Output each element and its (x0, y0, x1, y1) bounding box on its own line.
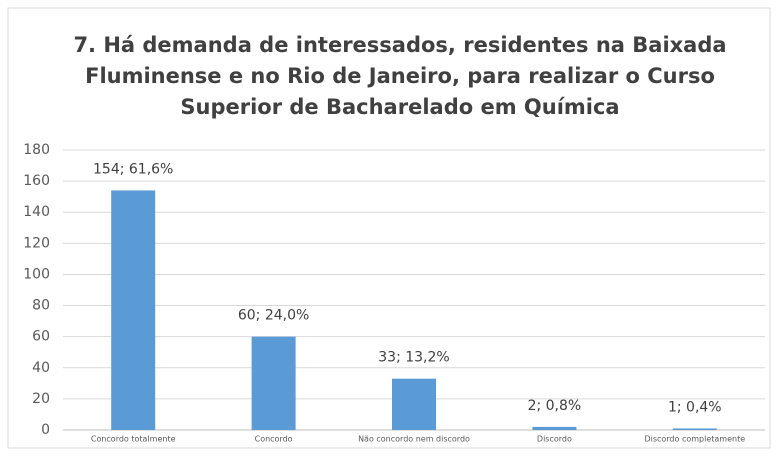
x-tick-label: Não concordo nem discordo (358, 435, 470, 444)
bar (251, 336, 296, 430)
chart-title: Fluminense e no Rio de Janeiro, para rea… (85, 64, 715, 88)
bar (672, 428, 717, 430)
y-tick-label: 60 (32, 329, 50, 345)
y-tick-label: 0 (41, 422, 50, 438)
bar (111, 190, 156, 430)
y-tick-label: 160 (23, 173, 50, 189)
y-tick-label: 140 (23, 204, 50, 220)
x-tick-label: Discordo (537, 435, 572, 444)
x-tick-label: Concordo totalmente (91, 435, 176, 444)
data-label: 60; 24,0% (238, 308, 309, 324)
data-label: 1; 0,4% (668, 399, 722, 415)
y-tick-label: 100 (23, 266, 50, 282)
y-tick-label: 120 (23, 235, 50, 251)
bar (392, 378, 436, 430)
y-tick-label: 20 (32, 391, 50, 407)
chart-title: Superior de Bacharelado em Química (180, 95, 619, 119)
data-label: 33; 13,2% (378, 350, 449, 366)
data-label: 2; 0,8% (528, 398, 582, 414)
y-tick-label: 40 (32, 360, 50, 376)
x-tick-label: Discordo completamente (644, 435, 745, 444)
x-tick-label: Concordo (255, 435, 293, 444)
data-label: 154; 61,6% (93, 161, 173, 177)
y-tick-label: 180 (23, 142, 50, 158)
bar (532, 426, 577, 430)
y-tick-label: 80 (32, 298, 50, 314)
chart-title: 7. Há demanda de interessados, residente… (73, 33, 726, 57)
